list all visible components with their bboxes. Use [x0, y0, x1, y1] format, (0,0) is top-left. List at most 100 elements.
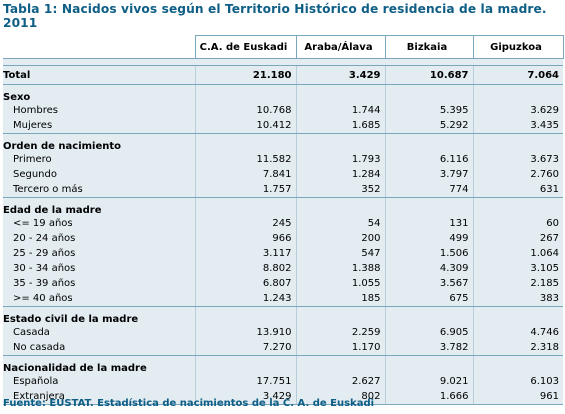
- group-empty-cell: [295, 306, 385, 325]
- group-empty-cell: [194, 355, 296, 374]
- group-empty-cell: [472, 84, 563, 103]
- row-value: 1.284: [295, 167, 385, 182]
- row-value: 9.021: [384, 374, 473, 389]
- row-value: 5.395: [384, 103, 473, 118]
- total-value-gipuzkoa: 7.064: [472, 65, 563, 85]
- row-value: 17.751: [194, 374, 296, 389]
- group-empty-cell: [295, 355, 385, 374]
- table-body: Total 21.180 3.429 10.687 7.064 Sexo Homb…: [3, 58, 563, 405]
- row-value: 267: [472, 231, 563, 246]
- total-value-bizkaia: 10.687: [384, 65, 473, 85]
- table-row: 30 - 34 años 8.802 1.388 4.309 3.105: [3, 261, 563, 276]
- row-value: 10.768: [194, 103, 296, 118]
- group-empty-cell: [295, 197, 385, 216]
- group-empty-cell: [194, 197, 296, 216]
- row-value: 2.185: [472, 276, 563, 291]
- row-value: 3.629: [472, 103, 563, 118]
- row-value: 547: [295, 246, 385, 261]
- row-label: Hombres: [3, 103, 195, 118]
- row-value: 966: [194, 231, 296, 246]
- row-label: 30 - 34 años: [3, 261, 195, 276]
- row-value: 2.627: [295, 374, 385, 389]
- row-value: 7.270: [194, 340, 296, 356]
- row-label: 35 - 39 años: [3, 276, 195, 291]
- row-value: 1.757: [194, 182, 296, 198]
- row-value: 6.905: [384, 325, 473, 340]
- group-empty-cell: [194, 306, 296, 325]
- row-value: 675: [384, 291, 473, 307]
- group-empty-cell: [384, 355, 473, 374]
- group-label: Nacionalidad de la madre: [3, 355, 195, 374]
- group-empty-cell: [472, 306, 563, 325]
- group-header-row: Sexo: [3, 84, 563, 103]
- row-value: 3.567: [384, 276, 473, 291]
- group-empty-cell: [384, 84, 473, 103]
- group-empty-cell: [194, 84, 296, 103]
- column-header-araba: Araba/Álava: [295, 35, 385, 59]
- row-value: 7.841: [194, 167, 296, 182]
- total-row: Total 21.180 3.429 10.687 7.064: [3, 65, 563, 85]
- row-value: 4.309: [384, 261, 473, 276]
- row-value: 6.116: [384, 152, 473, 167]
- table-row: 20 - 24 años 966 200 499 267: [3, 231, 563, 246]
- row-value: 3.435: [472, 118, 563, 134]
- row-value: 352: [295, 182, 385, 198]
- group-empty-cell: [295, 133, 385, 152]
- row-value: 6.807: [194, 276, 296, 291]
- row-value: 185: [295, 291, 385, 307]
- table-row: Tercero o más 1.757 352 774 631: [3, 182, 563, 198]
- table-row: Española 17.751 2.627 9.021 6.103: [3, 374, 563, 389]
- table-row: Segundo 7.841 1.284 3.797 2.760: [3, 167, 563, 182]
- column-header-gipuzkoa: Gipuzkoa: [472, 35, 564, 59]
- row-value: 774: [384, 182, 473, 198]
- row-value: 631: [472, 182, 563, 198]
- group-label: Estado civil de la madre: [3, 306, 195, 325]
- group-empty-cell: [384, 197, 473, 216]
- group-label: Sexo: [3, 84, 195, 103]
- row-value: 8.802: [194, 261, 296, 276]
- row-value: 3.782: [384, 340, 473, 356]
- table-row: Primero 11.582 1.793 6.116 3.673: [3, 152, 563, 167]
- row-value: 200: [295, 231, 385, 246]
- row-value: 245: [194, 216, 296, 231]
- group-empty-cell: [384, 133, 473, 152]
- group-empty-cell: [472, 133, 563, 152]
- row-value: 60: [472, 216, 563, 231]
- row-label: Extranjera: [3, 389, 195, 405]
- row-value: 4.746: [472, 325, 563, 340]
- total-value-euskadi: 21.180: [194, 65, 296, 85]
- row-value: 961: [472, 389, 563, 405]
- row-label: No casada: [3, 340, 195, 356]
- group-empty-cell: [472, 197, 563, 216]
- row-value: 3.797: [384, 167, 473, 182]
- row-label: >= 40 años: [3, 291, 195, 307]
- table-row: Hombres 10.768 1.744 5.395 3.629: [3, 103, 563, 118]
- row-label: Española: [3, 374, 195, 389]
- source-note: Fuente: EUSTAT. Estadística de nacimient…: [3, 398, 375, 409]
- row-value: 1.388: [295, 261, 385, 276]
- spacer-row: [3, 58, 563, 66]
- table-title: Tabla 1: Nacidos vivos según el Territor…: [3, 2, 547, 30]
- row-value: 131: [384, 216, 473, 231]
- table-row: Mujeres 10.412 1.685 5.292 3.435: [3, 118, 563, 134]
- row-value: 1.055: [295, 276, 385, 291]
- births-table: C.A. de Euskadi Araba/Álava Bizkaia Gipu…: [3, 35, 564, 405]
- row-value: 11.582: [194, 152, 296, 167]
- group-empty-cell: [384, 306, 473, 325]
- group-header-row: Edad de la madre: [3, 197, 563, 216]
- row-label: 25 - 29 años: [3, 246, 195, 261]
- row-label: Primero: [3, 152, 195, 167]
- group-empty-cell: [194, 133, 296, 152]
- row-label: Segundo: [3, 167, 195, 182]
- row-value: 13.910: [194, 325, 296, 340]
- row-value: 3.673: [472, 152, 563, 167]
- row-value: 499: [384, 231, 473, 246]
- table-row: Extranjera 3.429 802 1.666 961: [3, 389, 563, 405]
- row-value: 6.103: [472, 374, 563, 389]
- row-value: 383: [472, 291, 563, 307]
- table-row: Casada 13.910 2.259 6.905 4.746: [3, 325, 563, 340]
- column-header-bizkaia: Bizkaia: [384, 35, 473, 59]
- row-value: 5.292: [384, 118, 473, 134]
- row-value: 802: [295, 389, 385, 405]
- row-value: 2.318: [472, 340, 563, 356]
